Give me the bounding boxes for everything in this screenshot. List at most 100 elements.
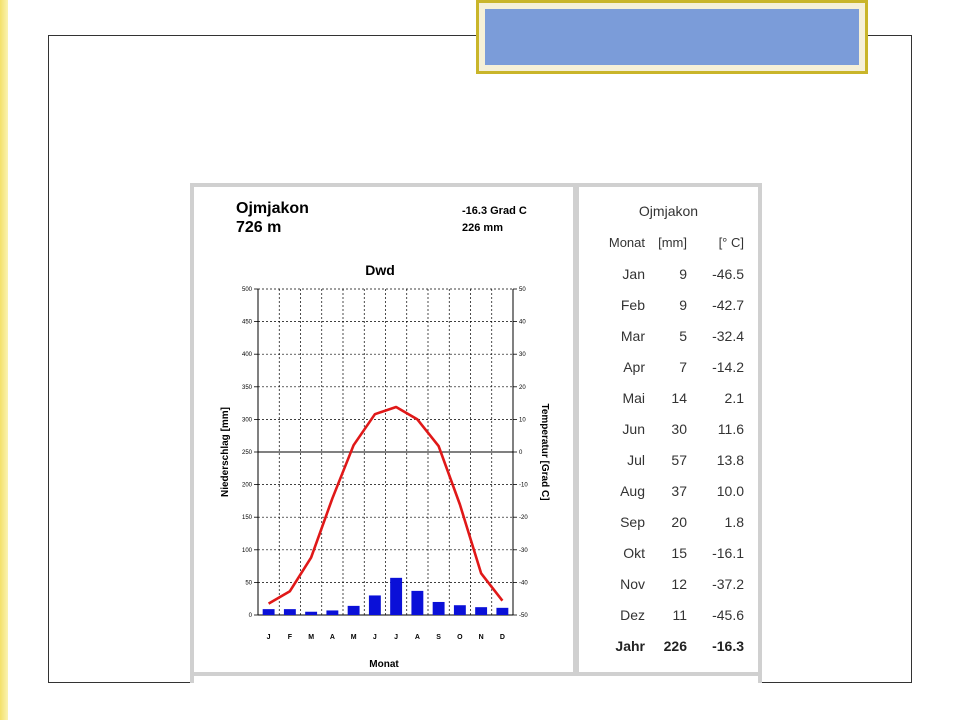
annual-precip: 226 mm <box>462 222 503 234</box>
month-tick-label: M <box>351 634 357 641</box>
row-temp: 2.1 <box>724 389 744 406</box>
row-month: Nov <box>620 575 645 592</box>
table-row: Mai 14 2.1 <box>579 382 758 413</box>
month-tick-label: S <box>436 634 441 641</box>
total-precip: 226 <box>663 637 687 654</box>
precip-bar <box>496 607 509 615</box>
month-tick-label: D <box>500 634 505 641</box>
month-tick-label: N <box>479 634 484 641</box>
precip-bar <box>411 590 424 615</box>
row-precip: 5 <box>679 327 687 344</box>
right-tick-label: 40 <box>519 320 526 326</box>
row-precip: 7 <box>679 358 687 375</box>
left-tick-label: 400 <box>242 352 253 358</box>
row-month: Jan <box>622 265 645 282</box>
precip-bar <box>390 577 403 615</box>
station-name: Ojmjakon <box>236 200 309 217</box>
table-row: Sep 20 1.8 <box>579 506 758 537</box>
climate-figure: Ojmjakon 726 m -16.3 Grad C 226 mm Dwd M… <box>190 183 762 683</box>
row-month: Mai <box>622 389 645 406</box>
left-tick-label: 0 <box>249 613 253 619</box>
precip-bars <box>262 577 509 615</box>
row-precip: 11 <box>672 606 687 623</box>
total-temp: -16.3 <box>712 637 744 654</box>
left-tick-label: 250 <box>242 450 253 456</box>
month-tick-label: A <box>415 634 420 641</box>
header-precip: [mm] <box>658 235 687 250</box>
table-row: Feb 9 -42.7 <box>579 289 758 320</box>
table-row: Dez 11 -45.6 <box>579 599 758 630</box>
header-temp: [° C] <box>718 235 744 250</box>
header-month: Monat <box>608 235 645 250</box>
left-tick-label: 500 <box>242 287 253 293</box>
figure-bottom-strip <box>194 676 758 683</box>
table-row: Apr 7 -14.2 <box>579 351 758 382</box>
table-header-row: Monat [mm] [° C] <box>579 227 758 258</box>
row-precip: 14 <box>671 389 687 406</box>
row-month: Sep <box>620 513 645 530</box>
right-tick-label: 50 <box>519 287 526 293</box>
slide-title-box <box>476 0 868 74</box>
month-tick-label: J <box>394 634 398 641</box>
row-temp: 11.6 <box>717 420 744 437</box>
precip-bar <box>475 607 488 615</box>
row-precip: 9 <box>679 296 687 313</box>
row-temp: -14.2 <box>712 358 744 375</box>
row-precip: 15 <box>671 544 687 561</box>
climate-table: Ojmjakon Monat [mm] [° C] Jan 9 -46.5 Feb 9 -… <box>579 195 758 661</box>
left-tick-label: 150 <box>242 515 253 521</box>
row-precip: 20 <box>671 513 687 530</box>
row-month: Aug <box>620 482 645 499</box>
precip-bar <box>305 611 318 615</box>
row-temp: 1.8 <box>724 513 744 530</box>
row-precip: 30 <box>671 420 687 437</box>
axis-ticks: 050100150200250300350400450500-50-40-30-… <box>242 287 528 641</box>
precip-bar <box>347 605 360 615</box>
precip-bar <box>432 601 445 615</box>
left-decor-stripe <box>0 0 8 720</box>
table-total-row: Jahr 226 -16.3 <box>579 630 758 661</box>
table-row: Okt 15 -16.1 <box>579 537 758 568</box>
row-temp: 13.8 <box>716 451 744 468</box>
row-precip: 9 <box>679 265 687 282</box>
month-tick-label: A <box>330 634 335 641</box>
y-axis-right-label: Temperatur [Grad C] <box>539 403 550 500</box>
table-station: Ojmjakon <box>638 203 699 219</box>
month-tick-label: J <box>373 634 377 641</box>
right-tick-label: 30 <box>519 352 526 358</box>
row-precip: 57 <box>671 451 687 468</box>
row-month: Mar <box>620 327 645 344</box>
x-axis-label: Monat <box>369 659 399 670</box>
row-temp: 10.0 <box>716 482 744 499</box>
row-temp: -46.5 <box>712 265 744 282</box>
climate-table-panel: Ojmjakon Monat [mm] [° C] Jan 9 -46.5 Feb 9 -… <box>579 187 758 672</box>
annual-temp: -16.3 Grad C <box>462 205 527 217</box>
row-month: Dez <box>620 606 645 623</box>
row-temp: -45.6 <box>712 606 744 623</box>
left-tick-label: 350 <box>242 385 253 391</box>
left-tick-label: 50 <box>245 580 252 586</box>
row-month: Okt <box>623 544 645 561</box>
month-tick-label: M <box>308 634 314 641</box>
left-tick-label: 200 <box>242 483 253 489</box>
right-tick-label: 10 <box>519 417 526 423</box>
chart-title: Dwd <box>365 262 395 278</box>
total-label: Jahr <box>615 637 645 654</box>
temp-line <box>267 405 504 605</box>
row-temp: -37.2 <box>712 575 744 592</box>
station-elevation: 726 m <box>236 219 281 236</box>
table-row: Jan 9 -46.5 <box>579 258 758 289</box>
left-tick-label: 450 <box>242 320 253 326</box>
table-row: Nov 12 -37.2 <box>579 568 758 599</box>
month-tick-label: O <box>457 634 463 641</box>
row-precip: 37 <box>671 482 687 499</box>
temp-line-path <box>267 405 504 605</box>
row-temp: -32.4 <box>712 327 744 344</box>
table-row: Mar 5 -32.4 <box>579 320 758 351</box>
grid <box>257 288 514 616</box>
climate-chart-panel: Ojmjakon 726 m -16.3 Grad C 226 mm Dwd M… <box>194 187 573 672</box>
right-tick-label: 20 <box>519 385 526 391</box>
right-tick-label: 0 <box>519 450 523 456</box>
slide-title-fill <box>485 9 859 65</box>
row-precip: 12 <box>671 575 687 592</box>
